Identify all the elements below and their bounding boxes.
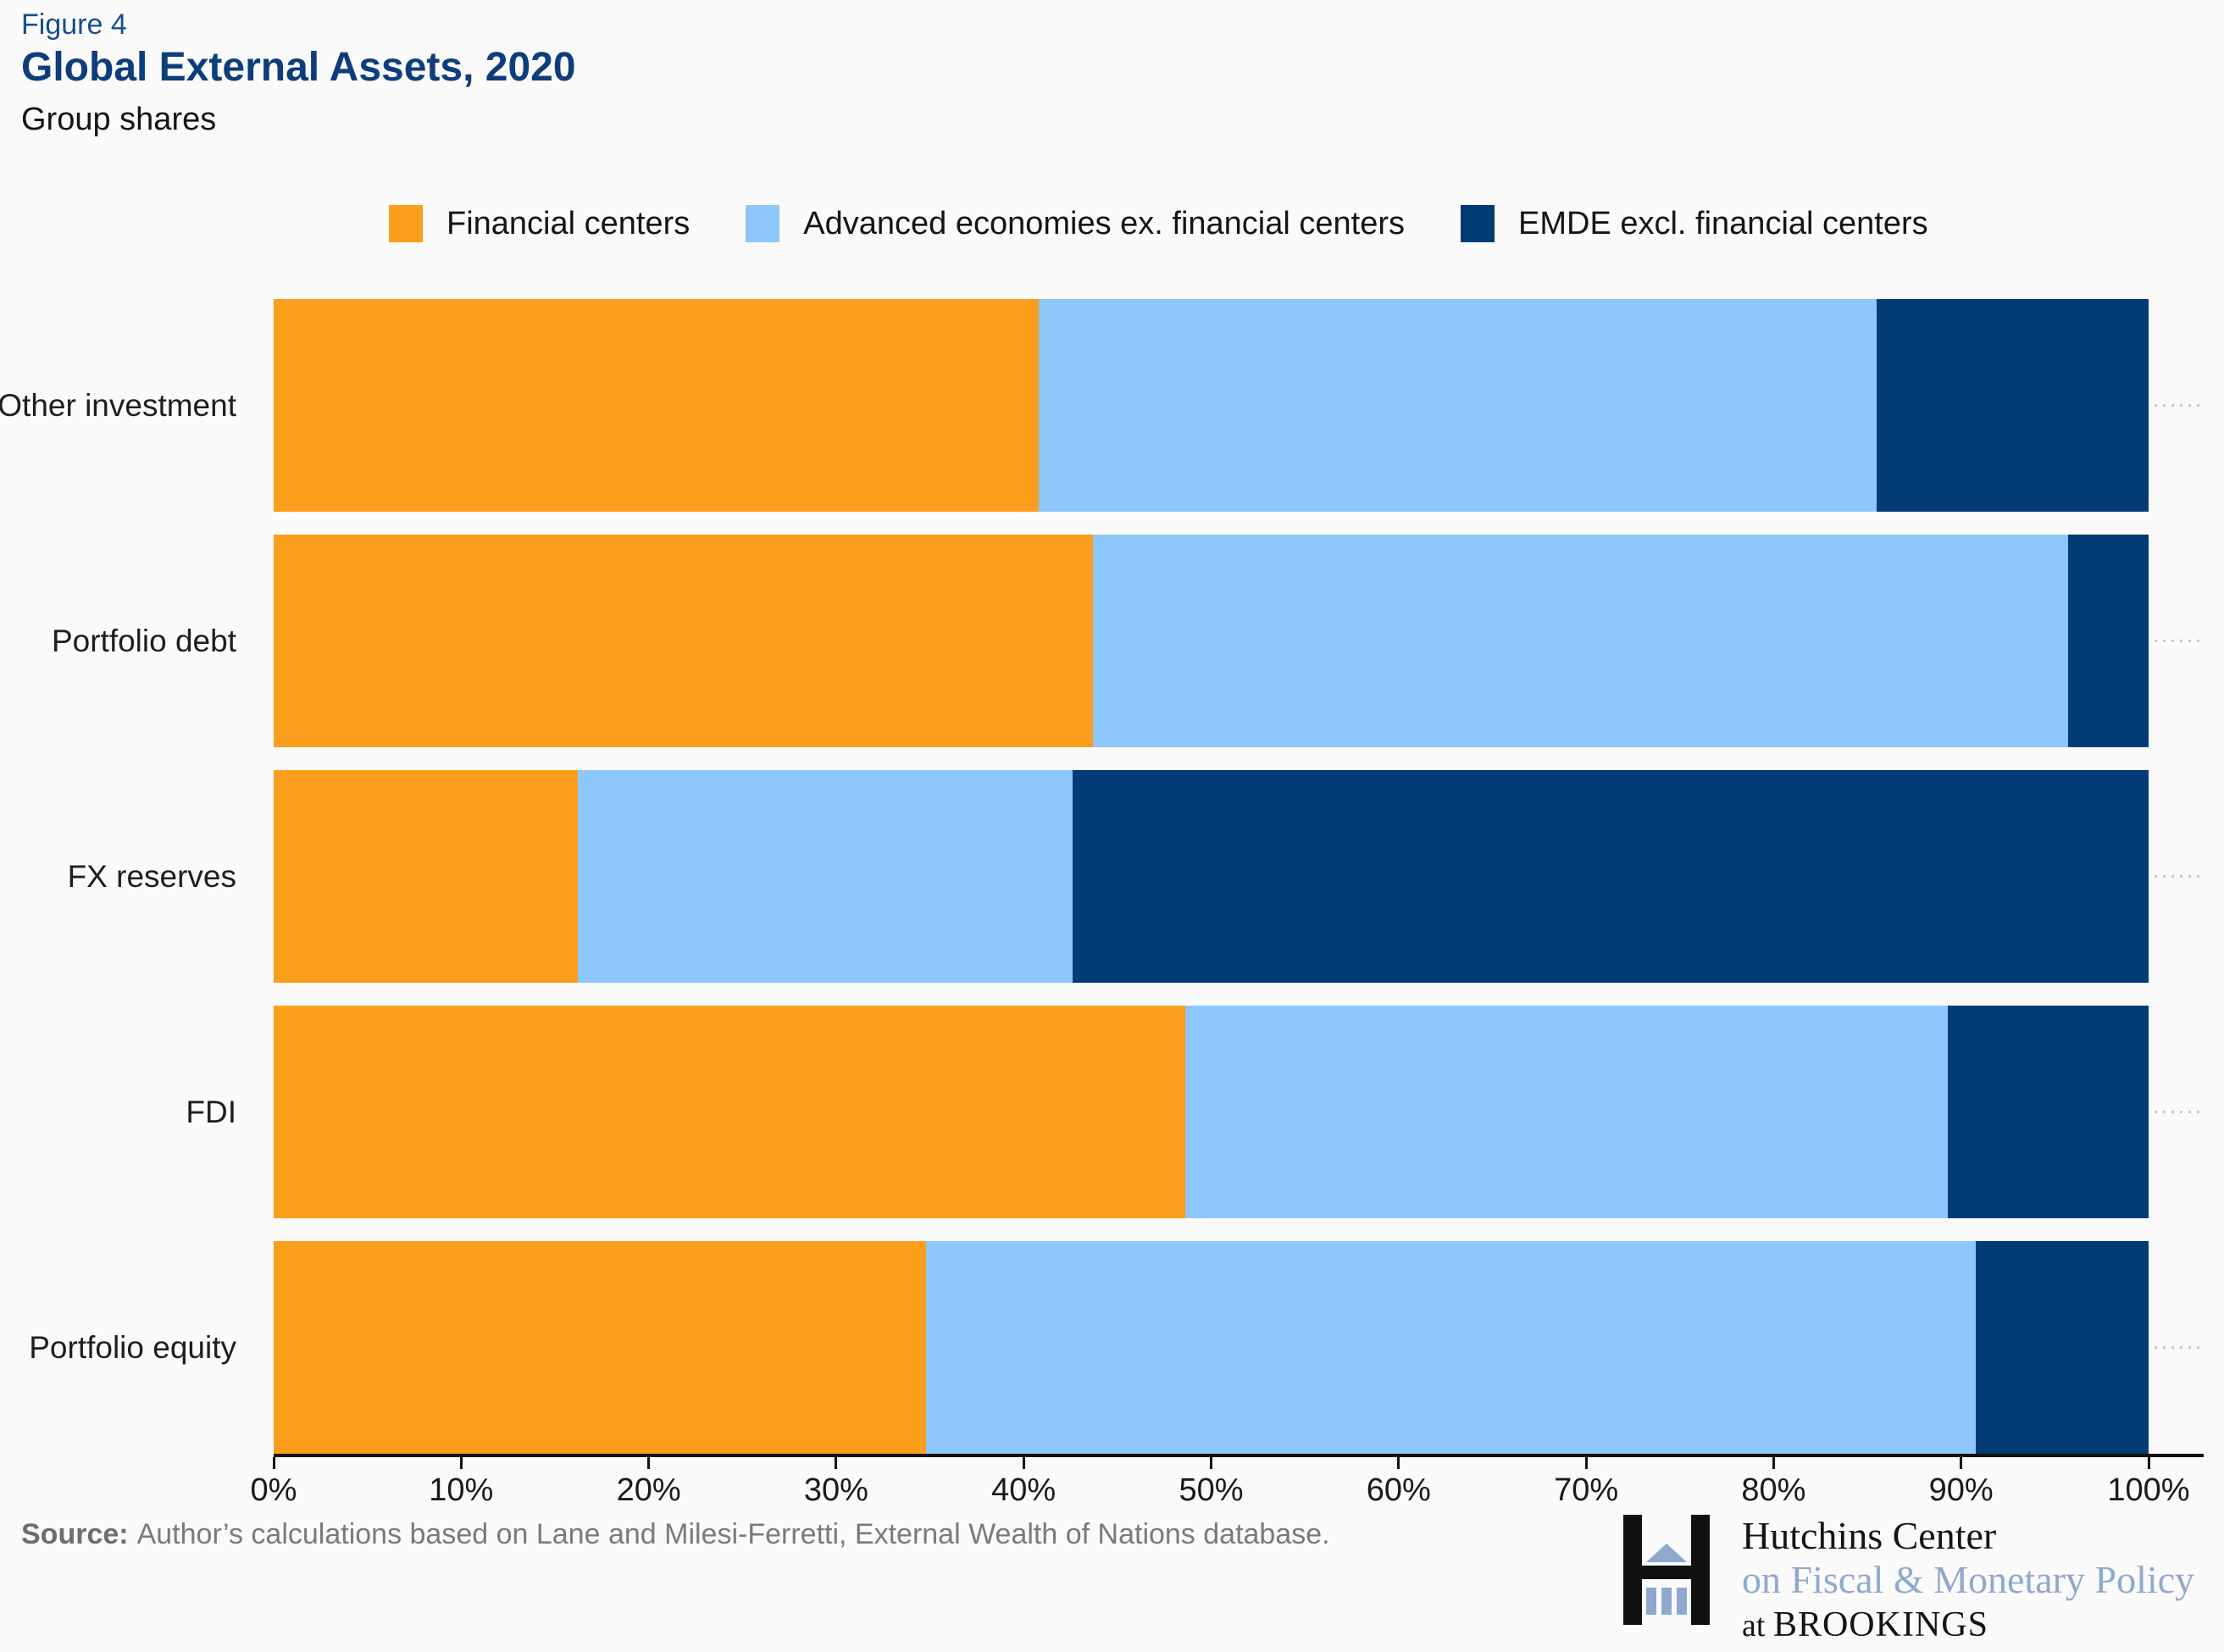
- legend-item-2: Advanced economies ex. financial centers: [746, 205, 1405, 242]
- chart-title: Global External Assets, 2020: [21, 45, 576, 90]
- legend-item-3: EMDE excl. financial centers: [1461, 205, 1928, 242]
- bar-segment: [274, 299, 1039, 512]
- bar-track: [274, 535, 2149, 747]
- bar-segment: [1877, 299, 2149, 512]
- bar-segment: [274, 770, 578, 983]
- bar-segment: [274, 535, 1094, 747]
- legend-item-1: Financial centers: [389, 205, 690, 242]
- x-axis-tick-label: 40%: [991, 1472, 1057, 1508]
- x-axis-tick: [1584, 1457, 1588, 1469]
- x-axis-tick-label: 10%: [429, 1472, 494, 1508]
- x-axis-tick-label: 100%: [2107, 1472, 2190, 1508]
- legend-label: Advanced economies ex. financial centers: [803, 205, 1405, 241]
- logo-line-fiscal-monetary: on Fiscal & Monetary Policy: [1742, 1558, 2195, 1601]
- x-axis-tick-label: 70%: [1554, 1472, 1619, 1508]
- legend-swatch-icon: [746, 205, 780, 242]
- category-label: Other investment: [0, 387, 236, 423]
- source-label: Source:: [21, 1518, 129, 1550]
- x-axis-tick: [459, 1457, 463, 1469]
- x-axis-tick-label: 60%: [1366, 1472, 1431, 1508]
- x-axis-tick: [272, 1457, 275, 1469]
- bar-segment: [577, 770, 1073, 983]
- bar-segment: [1072, 770, 2149, 983]
- legend: Financial centers Advanced economies ex. …: [389, 202, 1928, 246]
- x-axis-tick-label: 90%: [1928, 1472, 1994, 1508]
- bar-segment: [1976, 1241, 2149, 1454]
- bar-segment: [274, 1241, 927, 1454]
- category-label: Portfolio equity: [29, 1329, 236, 1365]
- bar-segment: [1184, 1006, 1949, 1218]
- x-axis-tick: [1210, 1457, 1212, 1469]
- bar-segment: [2067, 535, 2149, 747]
- figure-number: Figure 4: [21, 8, 127, 41]
- x-axis-line: [274, 1454, 2204, 1457]
- x-axis-tick: [1772, 1457, 1775, 1469]
- x-axis-tick-label: 0%: [250, 1472, 297, 1508]
- chart-row-1: Other investment: [0, 299, 2204, 512]
- bar-track: [274, 299, 2149, 512]
- x-axis-tick: [647, 1457, 651, 1469]
- x-axis-tick-label: 80%: [1741, 1472, 1806, 1508]
- chart-row-2: Portfolio debt: [0, 535, 2204, 747]
- bar-track: [274, 1006, 2149, 1218]
- legend-label: EMDE excl. financial centers: [1518, 205, 1928, 241]
- category-label: FDI: [186, 1094, 236, 1129]
- logo-at: at: [1742, 1608, 1773, 1644]
- x-axis-tick: [835, 1457, 838, 1469]
- category-label: Portfolio debt: [51, 623, 236, 658]
- chart-row-3: FX reserves: [0, 770, 2204, 983]
- bar-segment: [1093, 535, 2068, 747]
- x-axis-tick-label: 30%: [803, 1472, 868, 1508]
- x-axis-tick: [2147, 1457, 2150, 1469]
- bar-segment: [274, 1006, 1185, 1218]
- source-line: Source: Author’s calculations based on La…: [21, 1518, 1330, 1551]
- category-label: FX reserves: [67, 858, 236, 894]
- bar-segment: [926, 1241, 1977, 1454]
- logo-brookings: BROOKINGS: [1772, 1605, 1988, 1644]
- legend-swatch-icon: [1461, 205, 1495, 242]
- chart-row-5: Portfolio equity: [0, 1241, 2204, 1454]
- bar-segment: [1948, 1006, 2149, 1218]
- logo-line-at-brookings: at BROOKINGS: [1742, 1605, 1988, 1645]
- legend-swatch-icon: [389, 205, 423, 242]
- logo-line-hutchins-center: Hutchins Center: [1742, 1514, 1997, 1557]
- x-axis-tick: [1397, 1457, 1400, 1469]
- source-text: Author’s calculations based on Lane and …: [136, 1518, 1330, 1550]
- legend-label: Financial centers: [446, 205, 690, 241]
- bar-track: [274, 770, 2149, 983]
- chart-subtitle: Group shares: [21, 102, 217, 137]
- hutchins-h-icon: [1623, 1515, 1710, 1625]
- x-axis-tick: [1022, 1457, 1025, 1469]
- bar-track: [274, 1241, 2149, 1454]
- chart-row-4: FDI: [0, 1006, 2204, 1218]
- x-axis-tick-label: 20%: [616, 1472, 681, 1508]
- x-axis-tick-label: 50%: [1179, 1472, 1244, 1508]
- bar-segment: [1038, 299, 1877, 512]
- x-axis-tick: [1960, 1457, 1963, 1469]
